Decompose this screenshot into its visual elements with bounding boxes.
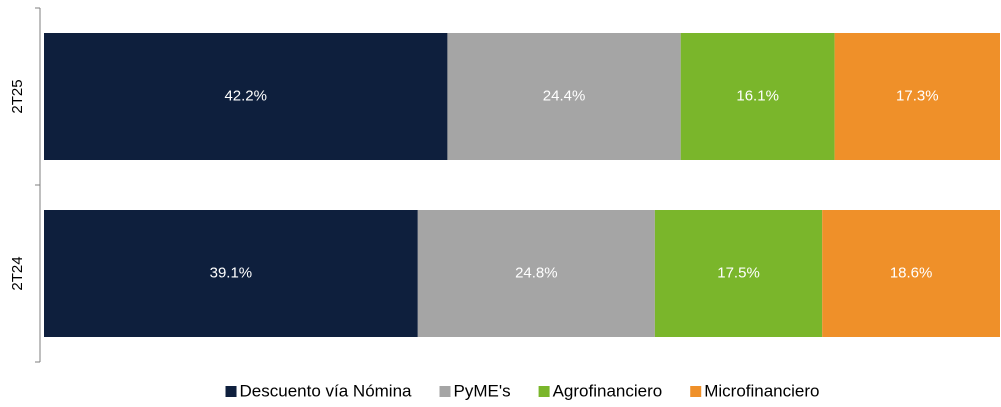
value-label: 16.1% [736, 87, 779, 104]
value-label: 17.5% [717, 264, 760, 281]
bar-segment [44, 33, 448, 160]
legend-label: PyME's [454, 381, 511, 400]
legend-swatch [225, 386, 237, 397]
bar-segment [447, 33, 681, 160]
y-tick-label: 2T25 [9, 79, 26, 113]
y-tick-label: 2T24 [9, 256, 26, 290]
value-label: 39.1% [210, 264, 253, 281]
value-label: 24.8% [515, 264, 558, 281]
value-label: 42.2% [224, 87, 267, 104]
bar-segment [654, 210, 823, 337]
bar-segment [417, 210, 655, 337]
legend-swatch [439, 386, 451, 397]
legend-label: Microfinanciero [704, 381, 819, 400]
bar-segment [680, 33, 835, 160]
bar-segment [822, 210, 1000, 337]
legend-swatch [538, 386, 550, 397]
value-label: 18.6% [890, 264, 933, 281]
value-label: 17.3% [896, 87, 939, 104]
legend-swatch [690, 386, 702, 397]
legend-label: Agrofinanciero [553, 381, 663, 400]
bar-segment [834, 33, 1000, 160]
legend-label: Descuento vía Nómina [240, 381, 413, 400]
bar-segment [44, 210, 418, 337]
value-label: 24.4% [543, 87, 586, 104]
